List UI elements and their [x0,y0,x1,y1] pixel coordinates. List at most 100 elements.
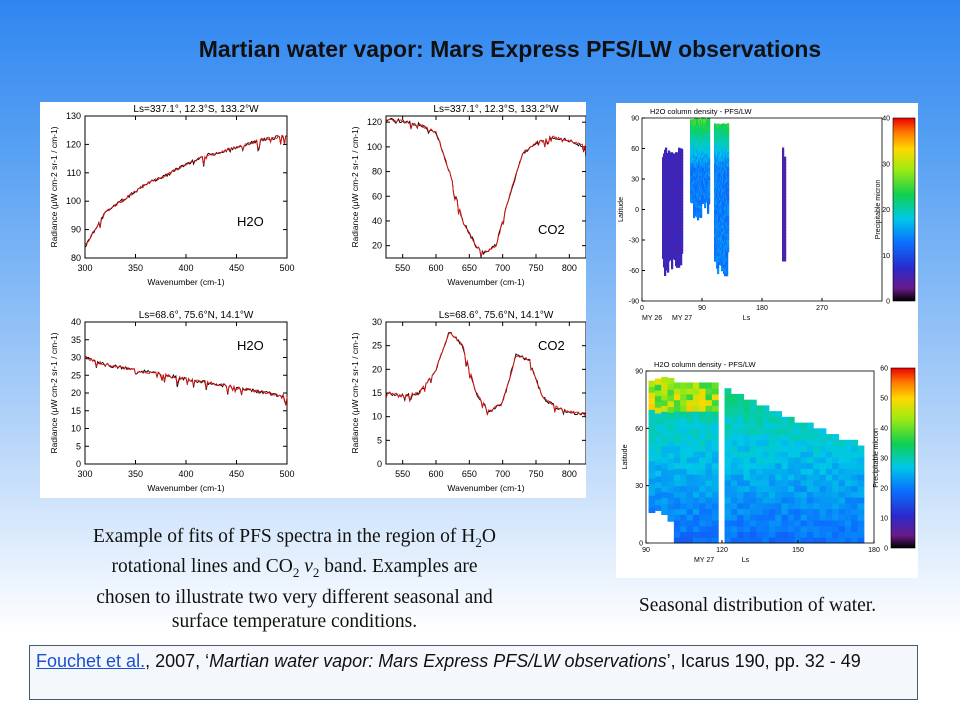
data-cell [667,377,675,385]
data-cell [784,254,787,259]
data-cell [749,485,757,492]
y-tick-label: 40 [71,317,81,327]
data-cell [694,212,697,217]
data-cell [806,531,814,538]
data-cell [705,416,713,424]
data-cell [724,439,732,447]
data-cell [844,485,852,492]
data-cell [782,153,785,158]
seasonal-map-panel: H2O column density - PFS/LW 90 120 150 180 0 3… [622,360,916,564]
data-cell [727,226,730,232]
data-cell [787,479,795,487]
x-axis-label: Wavenumber (cm-1) [147,483,224,493]
data-cell [673,399,681,406]
data-cell [711,445,719,452]
data-cell [686,474,694,481]
data-cell [648,449,656,456]
y-tick-label: -90 [629,299,639,306]
data-cell [784,162,787,167]
data-cell [857,520,865,527]
data-cell [737,525,745,533]
seasonal-map-panel: H2O column density - PFS/LW 0 90 180 270 -90 -… [618,107,916,322]
x-tick-label: 150 [792,547,804,554]
data-cell [775,457,783,464]
x-axis-label: Ls [743,315,751,322]
data-cell [654,504,662,511]
data-cell [737,445,745,452]
data-cell [838,531,846,538]
data-cell [787,520,795,527]
data-cell [648,403,656,410]
data-cell [838,508,846,515]
data-cell [730,502,738,510]
data-cell [819,485,827,492]
data-cell [857,525,865,533]
data-cell [737,439,745,447]
data-cell [832,451,840,458]
data-cell [680,491,688,498]
data-cell [851,520,859,527]
colorbar-tick-label: 40 [880,426,888,433]
data-cell [825,462,833,469]
data-cell [681,151,684,157]
data-cell [781,525,789,533]
data-cell [784,187,787,192]
data-cell [648,420,656,428]
data-cell [838,462,846,469]
data-cell [673,502,681,510]
data-cell [749,491,757,498]
data-cell [654,464,662,471]
data-cell [705,393,713,401]
data-cell [727,168,730,174]
data-cell [669,252,672,258]
data-cell [762,422,770,429]
data-cell [680,439,688,447]
data-cell [673,445,681,452]
data-cell [813,525,821,533]
data-cell [692,434,700,441]
plot-frame [84,115,288,259]
data-cell [699,485,707,492]
data-cell [784,174,787,180]
data-cell [775,502,783,510]
data-cell [671,152,674,157]
data-cell [781,468,789,475]
data-cell [857,462,865,469]
data-cell [857,531,865,538]
data-cell [648,397,656,405]
data-cell [737,491,745,498]
reference-link[interactable]: Fouchet et al. [36,651,146,671]
data-cell [705,445,713,452]
data-cell [667,389,675,396]
data-cell [749,474,757,481]
data-cell [681,200,684,205]
data-cell [857,514,865,521]
data-cell [781,497,789,504]
data-cell [680,502,688,510]
data-cell [784,202,787,207]
data-cell [743,520,751,527]
data-cell [654,412,662,420]
x-axis-label: Ls [742,557,750,564]
data-cell [667,452,675,459]
data-cell [672,255,675,260]
y-tick-label: 80 [372,167,382,177]
data-cell [806,451,814,458]
data-cell [708,154,711,159]
data-cell [794,497,802,504]
data-cell [708,157,711,162]
data-cell [648,409,656,416]
data-cell [787,502,795,510]
data-cell [768,462,776,469]
data-cell [718,123,721,128]
data-cell [680,474,688,481]
data-cell [692,439,700,447]
y-tick-label: 90 [71,225,81,235]
colorbar-tick-label: 40 [882,116,890,123]
data-cell [819,474,827,481]
data-cell [681,231,684,236]
data-cell [844,439,852,447]
data-cell [699,508,707,515]
data-cell [705,531,713,538]
data-cell [686,520,694,527]
